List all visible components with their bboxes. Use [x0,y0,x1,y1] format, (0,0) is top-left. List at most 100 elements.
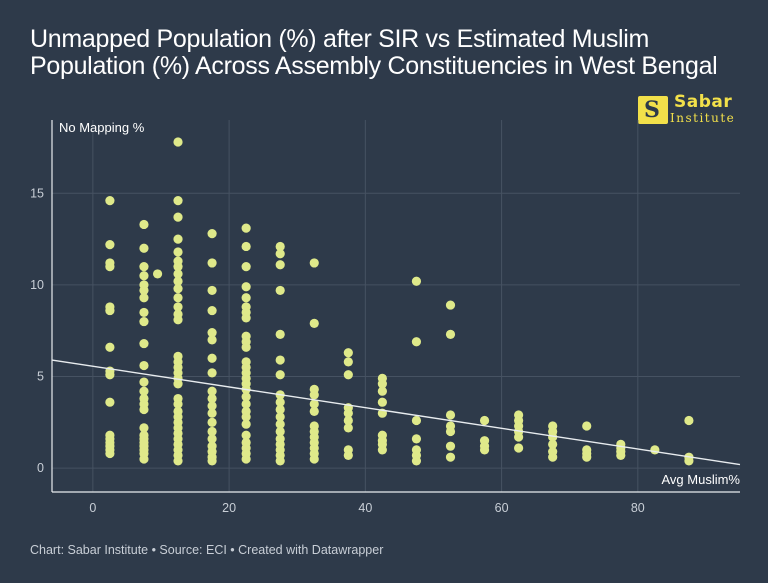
data-point [309,318,319,329]
data-point [616,450,626,460]
data-point [105,448,115,459]
data-point [275,426,285,437]
data-point [241,241,251,252]
y-tick-label: 15 [30,186,44,200]
data-point [207,386,217,396]
data-point [411,434,422,444]
data-point [445,426,456,437]
chart-title: Unmapped Population (%) after SIR vs Est… [30,25,718,80]
data-point [207,285,217,296]
data-point [411,337,422,347]
data-point [582,421,592,431]
data-point [139,454,149,464]
data-point [207,335,217,345]
data-point [241,313,251,323]
data-point [275,370,285,380]
data-point [445,452,456,462]
data-point [275,249,285,259]
data-point [548,432,558,442]
data-point [275,285,285,296]
data-point [445,410,456,420]
data-point [139,262,149,272]
data-point [152,269,163,279]
data-point [309,258,319,268]
data-point [139,386,149,396]
data-point [105,342,115,352]
data-point [105,240,115,250]
chart-footer: Chart: Sabar Institute • Source: ECI • C… [30,543,384,557]
data-point [207,426,217,437]
data-point [548,452,558,462]
data-point [275,329,285,340]
data-point [241,454,251,464]
data-point [309,390,319,400]
data-point [241,282,251,292]
data-point [207,417,217,427]
data-point [207,408,217,418]
data-point [173,262,183,272]
data-point [139,316,149,327]
y-tick-label: 10 [30,278,44,292]
data-point [207,401,217,411]
data-point [139,338,149,349]
data-point [241,392,251,402]
sabar-institute-logo: S Sabar Institute [638,92,746,126]
data-point [241,399,251,409]
data-point [207,305,217,316]
y-tick-label: 5 [37,370,44,384]
data-point [241,430,251,440]
data-point [139,423,149,433]
data-point [173,456,183,466]
x-tick-label: 80 [631,501,645,515]
data-point [139,377,149,387]
logo-name: Sabar [674,92,733,112]
data-point [411,415,422,426]
data-point [173,276,183,286]
data-point [377,386,387,396]
data-point [514,432,524,442]
data-point [411,276,422,286]
data-point [343,357,353,367]
data-point [241,419,251,429]
data-point [582,452,592,462]
data-point [377,397,387,407]
data-point [139,285,149,296]
data-point [241,412,251,422]
data-point [275,241,285,252]
data-point [173,234,183,244]
data-point [241,223,251,233]
data-point [275,404,285,415]
data-point [207,229,217,239]
data-point [207,368,217,378]
data-point [173,302,183,312]
y-tick-labels: 0 5 10 15 [30,186,44,475]
data-point [173,137,183,147]
data-point [377,445,387,455]
data-point [445,329,456,340]
data-point [105,262,115,272]
data-point [207,434,217,444]
data-point [105,305,115,316]
data-point [309,406,319,416]
data-point [377,379,387,389]
data-point [173,247,183,257]
logo-sub: Institute [670,111,736,125]
data-point [105,397,115,407]
data-point [309,399,319,409]
data-point [207,393,217,404]
data-point [684,456,694,466]
data-point [139,307,149,318]
data-point [684,415,694,426]
data-point [241,293,251,303]
data-point [479,445,490,455]
y-tick-label: 0 [37,461,44,475]
data-point [173,283,183,294]
data-point [343,450,353,460]
trend-line [51,359,741,466]
data-point [275,355,285,365]
data-point [343,370,353,380]
data-point [139,219,149,230]
data-point [207,327,217,338]
data-point [173,293,183,303]
